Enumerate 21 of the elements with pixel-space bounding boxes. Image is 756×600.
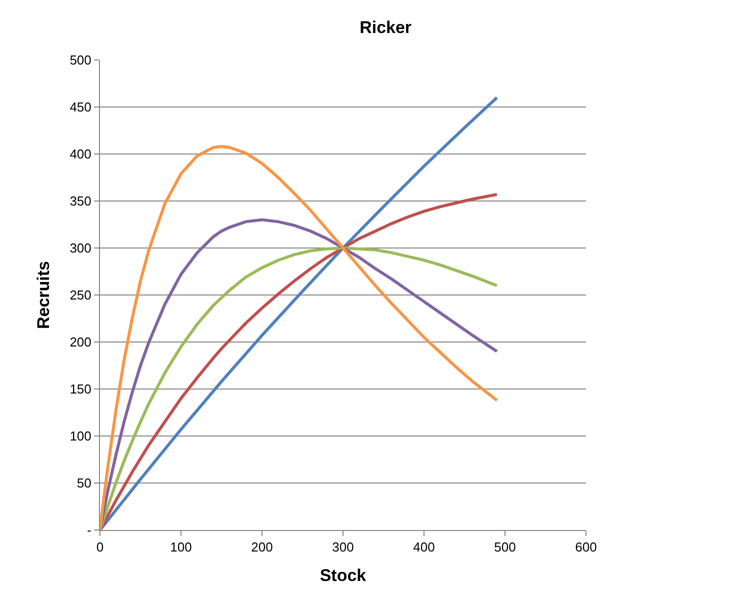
x-tick-label: 0	[96, 540, 104, 555]
x-tick-label: 400	[413, 540, 435, 555]
y-tick-label: 200	[70, 334, 92, 350]
y-tick-label: 350	[70, 194, 92, 209]
y-axis-title: Recruits	[34, 260, 54, 330]
y-tick-label: 50	[76, 476, 92, 491]
y-tick-label: 500	[70, 52, 92, 68]
y-tick-label: 250	[70, 288, 92, 303]
x-tick-label: 200	[251, 540, 273, 555]
x-tick-label: 300	[332, 540, 354, 555]
chart-title: Ricker	[360, 18, 412, 37]
y-tick-label: 400	[70, 146, 92, 162]
y-tick-label: 100	[70, 428, 92, 444]
x-tick-label: 600	[575, 540, 597, 555]
x-tick-label: 100	[170, 540, 192, 555]
y-tick-label: 300	[70, 240, 92, 256]
x-axis-title: Stock	[320, 566, 367, 585]
y-tick-label: 450	[70, 100, 92, 115]
x-tick-label: 500	[494, 540, 516, 555]
y-tick-label: -	[87, 522, 92, 538]
y-tick-label: 150	[70, 382, 92, 397]
